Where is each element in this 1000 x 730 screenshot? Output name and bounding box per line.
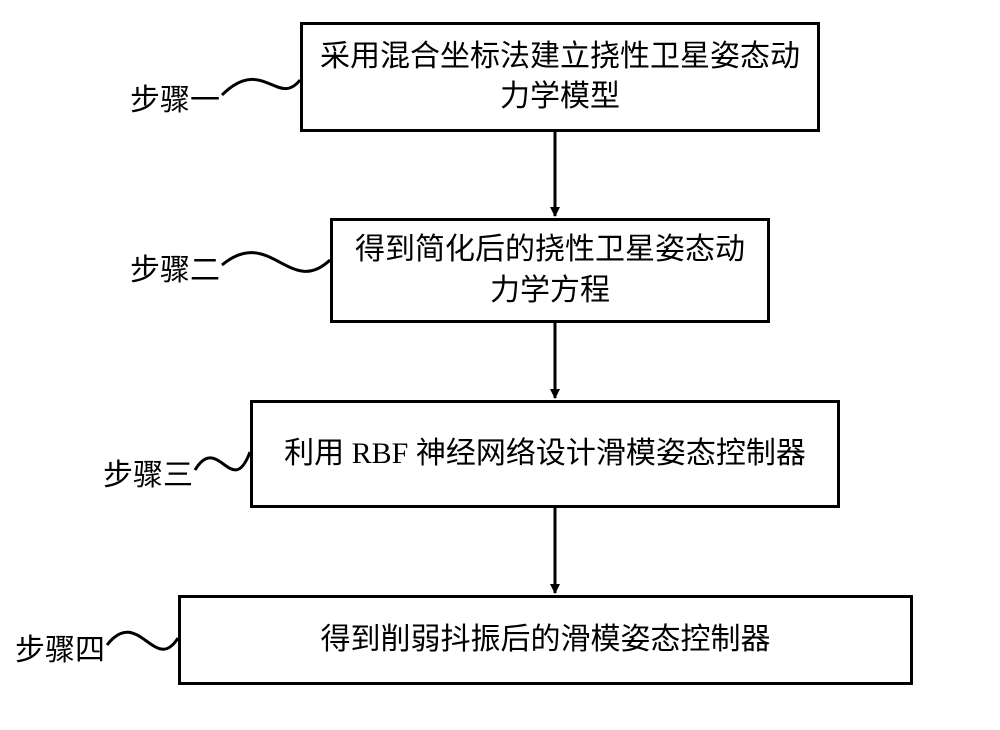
step-label-s1: 步骤一 bbox=[130, 75, 220, 119]
connector-s2 bbox=[222, 253, 330, 272]
connector-s3 bbox=[195, 452, 250, 470]
step-label-s2: 步骤二 bbox=[130, 245, 220, 289]
flow-node-n4: 得到削弱抖振后的滑模姿态控制器 bbox=[178, 595, 913, 685]
step-label-s3: 步骤三 bbox=[103, 450, 193, 494]
connector-s1 bbox=[222, 79, 300, 95]
flow-node-n3: 利用 RBF 神经网络设计滑模姿态控制器 bbox=[250, 400, 840, 508]
step-label-s4: 步骤四 bbox=[15, 625, 105, 669]
connector-s4 bbox=[107, 632, 178, 649]
flow-node-n2: 得到简化后的挠性卫星姿态动力学方程 bbox=[330, 218, 770, 323]
flow-node-n1: 采用混合坐标法建立挠性卫星姿态动力学模型 bbox=[300, 22, 820, 132]
